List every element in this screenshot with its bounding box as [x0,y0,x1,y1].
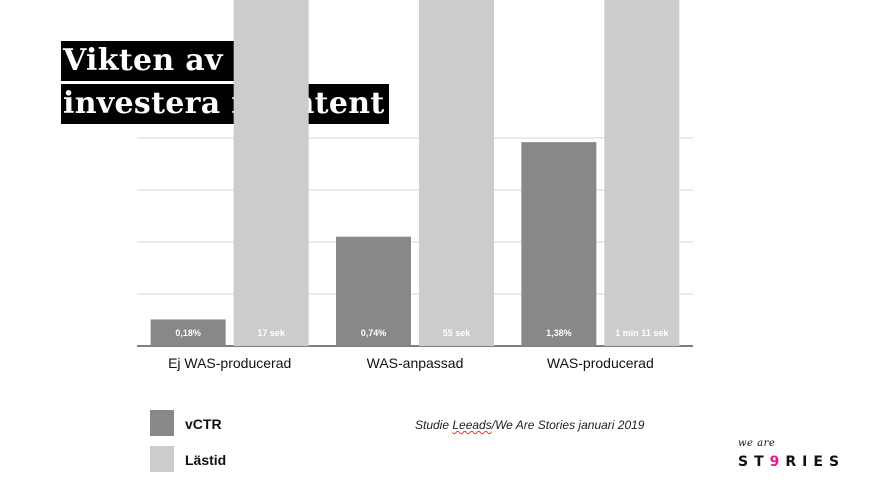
x-tick-label: WAS-producerad [547,355,654,371]
data-label-vctr-2: 0,74% [361,328,387,338]
legend-swatch-vctr [150,410,174,436]
legend-label-vctr: vCTR [185,416,222,432]
legend-label-lastid: Lästid [185,452,227,468]
data-label-lästid-2: 55 sek [443,328,472,338]
source-rest: /We Are Stories januari 2019 [491,418,645,432]
data-label-lästid-3: 1 min 11 sek [615,328,669,338]
data-label-vctr-1: 0,18% [175,328,201,338]
logo-small-text: we are [738,438,776,449]
logo-accent: 9 [769,454,786,470]
source-note: Studie Leeads/We Are Stories januari 201… [415,418,644,432]
x-tick-label: Ej WAS-producerad [168,355,291,371]
legend-swatch-lastid [150,446,174,472]
source-squiggle: Leeads [452,418,492,432]
data-label-vctr-3: 1,38% [546,328,572,338]
x-tick-label: WAS-anpassad [367,355,464,371]
logo-big-post: RIES [785,454,846,470]
we-are-stories-logo: we are ST9RIES [738,438,848,478]
slide-title-line-2: investera i content [61,84,389,124]
bar-lästid-3 [604,0,680,346]
logo-big-text: ST9RIES [738,454,845,470]
logo-big-pre: ST [738,454,770,470]
bar-vctr-2 [336,236,411,346]
bar-vctr-3 [521,142,597,346]
data-label-lästid-1: 17 sek [257,328,286,338]
bar-lästid-1 [233,0,309,346]
bar-lästid-2 [419,0,494,346]
bar-vctr-1 [150,319,226,346]
source-prefix: Studie [415,418,453,432]
